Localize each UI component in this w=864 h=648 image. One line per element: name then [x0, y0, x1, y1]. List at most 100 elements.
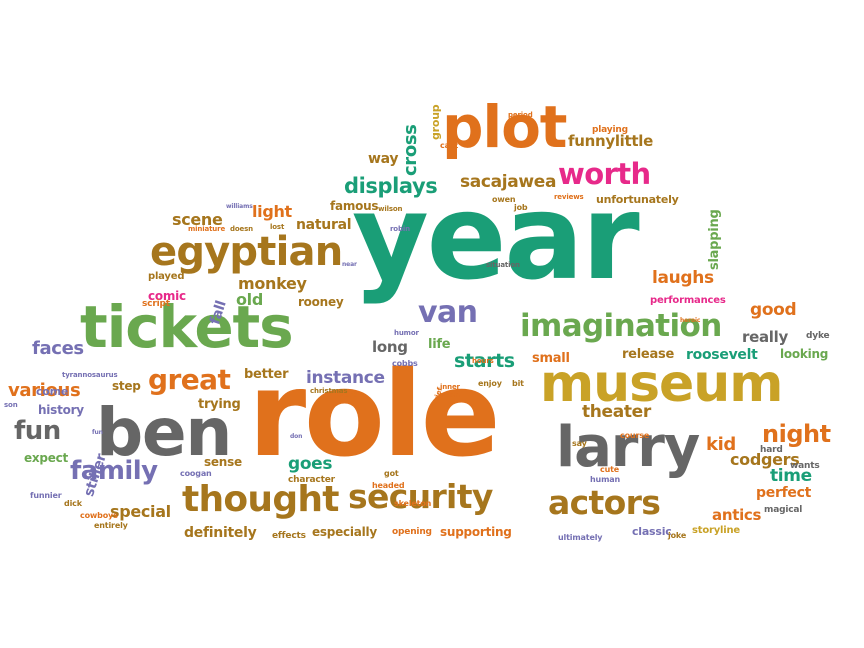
word-cross: cross	[400, 124, 421, 176]
word-perfect: perfect	[756, 485, 812, 501]
word-definitely: definitely	[184, 525, 257, 541]
word-entirely: entirely	[94, 521, 128, 530]
word-got: got	[384, 469, 399, 478]
word-starts: starts	[454, 350, 515, 372]
word-egyptian: egyptian	[150, 229, 343, 275]
word-museum: museum	[540, 354, 783, 414]
word-unfortunately: unfortunately	[596, 193, 679, 206]
word-cobbs: cobbs	[392, 359, 418, 368]
word-actors: actors	[548, 483, 661, 522]
word-comic: comic	[148, 289, 186, 303]
word-rooney: rooney	[298, 295, 344, 309]
word-cast: cast	[440, 141, 459, 150]
word-hours: hours	[472, 357, 494, 365]
word-joke: joke	[668, 531, 687, 540]
word-playing: playing	[592, 125, 628, 135]
word-trying: trying	[198, 397, 241, 412]
word-funnylittle: funnylittle	[568, 132, 653, 150]
word-owen: owen	[492, 195, 516, 204]
word-security: security	[348, 477, 493, 516]
word-antics: antics	[712, 506, 762, 524]
word-fun: fun	[92, 429, 103, 436]
word-time: time	[770, 466, 812, 486]
word-tyrannosaurus: tyrannosaurus	[62, 371, 118, 379]
word-group: group	[429, 104, 442, 140]
word-supporting: supporting	[440, 525, 512, 539]
word-history: history	[38, 403, 84, 417]
word-especially: especially	[312, 525, 377, 539]
word-goes: goes	[288, 454, 333, 474]
word-faces: faces	[32, 338, 84, 359]
word-course: course	[620, 431, 650, 440]
word-enjoy: enjoy	[478, 379, 502, 388]
word-better: better	[244, 367, 289, 382]
word-played: played	[148, 271, 185, 282]
word-come: come	[36, 385, 69, 398]
word-thought: thought	[182, 479, 340, 520]
word-roosevelt: roosevelt	[686, 347, 758, 363]
word-codgers: codgers	[730, 450, 800, 469]
word-dick: dick	[64, 499, 82, 508]
word-monkey: monkey	[238, 274, 307, 293]
word-plot: plot	[442, 93, 568, 161]
word-classic: classic	[632, 525, 672, 538]
word-van: van	[418, 295, 478, 330]
word-expect: expect	[24, 451, 69, 465]
word-humor: humor	[394, 329, 419, 337]
word-christmas: christmas	[310, 387, 348, 395]
word-performances: performances	[650, 295, 726, 306]
word-small: small	[532, 351, 570, 366]
word-worth: worth	[558, 157, 651, 191]
word-family: family	[70, 456, 158, 486]
word-don: don	[290, 433, 303, 440]
word-dyke: dyke	[806, 331, 830, 341]
word-laughs: laughs	[652, 268, 714, 288]
word-wants: wants	[790, 461, 820, 471]
word-old: old	[236, 290, 263, 309]
word-displays: displays	[344, 174, 438, 198]
word-near: near	[342, 261, 357, 268]
word-natural: natural	[296, 217, 352, 233]
word-scene: scene	[172, 210, 223, 229]
word-life: life	[428, 337, 451, 352]
word-kid: kid	[706, 434, 736, 455]
word-ben: ben	[96, 394, 232, 471]
word-reviews: reviews	[554, 193, 584, 201]
word-instance: instance	[306, 368, 385, 388]
word-theater: theater	[582, 402, 651, 422]
word-wilson: wilson	[378, 205, 403, 213]
word-sacajawea: sacajawea	[460, 172, 557, 192]
word-imagination: imagination	[520, 308, 722, 344]
word-work: work	[338, 391, 357, 399]
word-job: job	[514, 203, 528, 212]
word-cowboys: cowboys	[80, 511, 118, 520]
word-storyline: storyline	[692, 525, 741, 536]
word-williams: williams	[226, 203, 253, 210]
word-cute: cute	[600, 465, 620, 474]
word-role: role	[248, 345, 501, 483]
word-year: year	[352, 168, 640, 306]
word-coogan: coogan	[180, 469, 212, 478]
word-magical: magical	[764, 505, 803, 515]
word-tickets: tickets	[80, 293, 294, 361]
word-famous: famous	[330, 199, 379, 213]
word-long: long	[372, 338, 408, 356]
word-sense: sense	[204, 455, 242, 469]
word-special: special	[110, 502, 171, 521]
word-bit: bit	[512, 379, 524, 388]
word-way: way	[368, 151, 399, 167]
word-say: say	[572, 439, 587, 448]
word-wasn: wasn	[440, 391, 460, 399]
word-lost: lost	[270, 223, 285, 231]
word-human: human	[590, 475, 621, 484]
word-heroic: heroic	[680, 317, 701, 324]
word-slapping: slapping	[707, 209, 722, 270]
word-doesn: doesn	[230, 225, 254, 233]
word-great: great	[148, 363, 231, 396]
word-opening: opening	[392, 527, 432, 537]
word-ultimately: ultimately	[558, 533, 603, 542]
word-light: light	[252, 202, 292, 221]
word-various: various	[8, 380, 81, 401]
word-night: night	[762, 420, 831, 448]
word-miniature: miniature	[188, 225, 226, 233]
